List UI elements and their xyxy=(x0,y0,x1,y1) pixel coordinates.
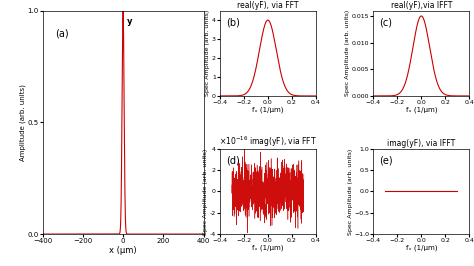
Title: imag(yF), via IFFT: imag(yF), via IFFT xyxy=(387,139,456,148)
Y-axis label: Spec Amplitude (arb. units): Spec Amplitude (arb. units) xyxy=(345,10,350,96)
X-axis label: fₓ (1/μm): fₓ (1/μm) xyxy=(252,106,283,113)
X-axis label: fₓ (1/μm): fₓ (1/μm) xyxy=(406,106,437,113)
Title: $\times 10^{-16}$ imag(yF), via FFT: $\times 10^{-16}$ imag(yF), via FFT xyxy=(219,134,317,149)
Text: (d): (d) xyxy=(226,156,239,166)
Title: real(yF),via IFFT: real(yF),via IFFT xyxy=(391,1,452,10)
Y-axis label: Spec Amplitude (arb. units): Spec Amplitude (arb. units) xyxy=(203,148,208,235)
Title: real(yF), via FFT: real(yF), via FFT xyxy=(237,1,299,10)
Y-axis label: Spec Amplitude (arb. units): Spec Amplitude (arb. units) xyxy=(348,148,353,235)
X-axis label: fₓ (1/μm): fₓ (1/μm) xyxy=(252,245,283,251)
X-axis label: fₓ (1/μm): fₓ (1/μm) xyxy=(406,245,437,251)
Y-axis label: Amplitude (arb. units): Amplitude (arb. units) xyxy=(19,84,26,161)
Text: (c): (c) xyxy=(379,18,392,27)
Y-axis label: Spec Amplitude (arb. units): Spec Amplitude (arb. units) xyxy=(205,10,210,96)
X-axis label: x (μm): x (μm) xyxy=(109,246,137,255)
Text: (e): (e) xyxy=(379,156,393,166)
Text: (b): (b) xyxy=(226,18,239,27)
Text: (a): (a) xyxy=(55,28,69,39)
Text: y: y xyxy=(127,17,132,26)
